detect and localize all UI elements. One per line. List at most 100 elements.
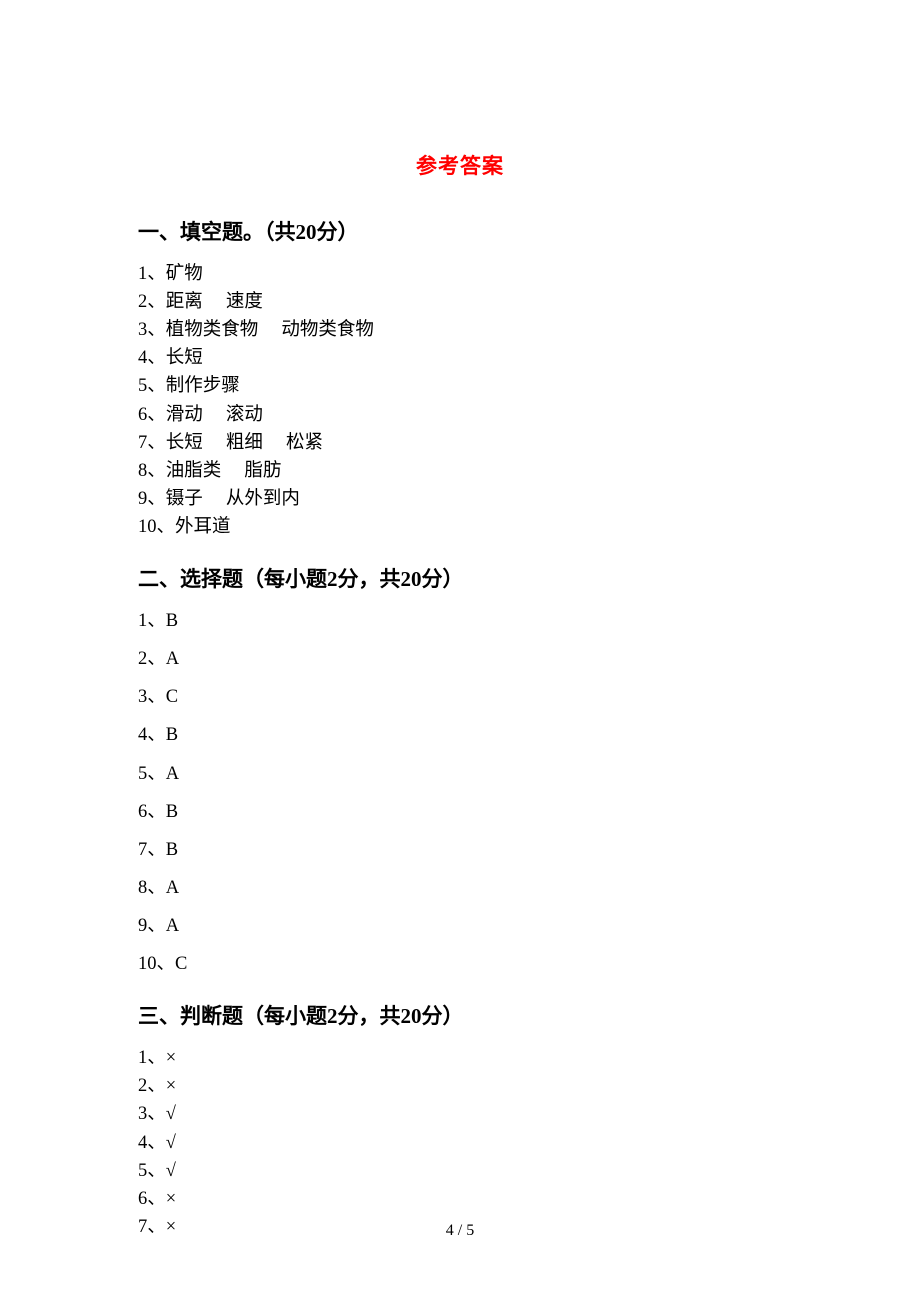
answer-separator: 、 bbox=[147, 1161, 166, 1181]
answer-line: 1、矿物 bbox=[138, 260, 782, 288]
answer-gap bbox=[203, 405, 226, 425]
answer-number: 5 bbox=[138, 764, 147, 784]
answer-parts: A bbox=[166, 878, 179, 898]
answer-number: 3 bbox=[138, 687, 147, 707]
answer-number: 9 bbox=[138, 489, 147, 509]
answer-line: 2、× bbox=[138, 1072, 782, 1100]
answer-part: 制作步骤 bbox=[166, 376, 240, 396]
answer-number: 9 bbox=[138, 916, 147, 936]
answer-number: 1 bbox=[138, 1048, 147, 1068]
answer-separator: 、 bbox=[147, 1133, 166, 1153]
answer-line: 10、C bbox=[138, 950, 782, 978]
answer-separator: 、 bbox=[157, 517, 176, 537]
answer-separator: 、 bbox=[147, 264, 166, 284]
answer-parts: A bbox=[166, 649, 179, 669]
answer-line: 2、A bbox=[138, 645, 782, 673]
answer-parts: 长短 bbox=[166, 348, 203, 368]
answer-part: A bbox=[166, 878, 179, 898]
answer-part: √ bbox=[166, 1104, 176, 1124]
answer-separator: 、 bbox=[147, 405, 166, 425]
answer-part: A bbox=[166, 649, 179, 669]
section-header: 三、判断题（每小题2分，共20分） bbox=[138, 1000, 782, 1030]
answer-parts: B bbox=[166, 611, 178, 631]
answer-separator: 、 bbox=[147, 1048, 166, 1068]
answer-part: A bbox=[166, 916, 179, 936]
answer-line: 3、植物类食物 动物类食物 bbox=[138, 316, 782, 344]
answer-part: 油脂类 bbox=[166, 461, 222, 481]
answer-gap bbox=[203, 489, 226, 509]
answer-part: B bbox=[166, 802, 178, 822]
answer-parts: A bbox=[166, 764, 179, 784]
answer-number: 1 bbox=[138, 264, 147, 284]
answer-parts: 植物类食物 动物类食物 bbox=[166, 320, 374, 340]
answer-line: 8、A bbox=[138, 874, 782, 902]
answer-separator: 、 bbox=[147, 916, 166, 936]
answer-parts: 距离 速度 bbox=[166, 292, 263, 312]
answer-number: 3 bbox=[138, 1104, 147, 1124]
answer-separator: 、 bbox=[147, 1076, 166, 1096]
answer-part: 植物类食物 bbox=[166, 320, 259, 340]
answer-separator: 、 bbox=[147, 461, 166, 481]
answer-separator: 、 bbox=[147, 433, 166, 453]
answer-number: 5 bbox=[138, 376, 147, 396]
answer-part: × bbox=[166, 1048, 176, 1068]
answer-separator: 、 bbox=[147, 725, 166, 745]
page-title: 参考答案 bbox=[138, 150, 782, 180]
answer-parts: × bbox=[166, 1189, 176, 1209]
answer-part: C bbox=[175, 954, 187, 974]
answer-separator: 、 bbox=[147, 649, 166, 669]
answer-number: 5 bbox=[138, 1161, 147, 1181]
answer-part: 镊子 bbox=[166, 489, 203, 509]
answer-line: 3、√ bbox=[138, 1100, 782, 1128]
answer-number: 10 bbox=[138, 517, 157, 537]
section-header: 二、选择题（每小题2分，共20分） bbox=[138, 563, 782, 593]
answer-separator: 、 bbox=[147, 802, 166, 822]
answer-parts: 镊子 从外到内 bbox=[166, 489, 300, 509]
answer-gap bbox=[263, 433, 286, 453]
answer-part: B bbox=[166, 611, 178, 631]
answer-separator: 、 bbox=[147, 320, 166, 340]
answer-line: 4、B bbox=[138, 721, 782, 749]
answer-part: 距离 bbox=[166, 292, 203, 312]
answer-parts: 长短 粗细 松紧 bbox=[166, 433, 323, 453]
answer-line: 5、制作步骤 bbox=[138, 372, 782, 400]
answer-part: × bbox=[166, 1076, 176, 1096]
answer-part: 速度 bbox=[226, 292, 263, 312]
answer-separator: 、 bbox=[147, 376, 166, 396]
answer-separator: 、 bbox=[147, 840, 166, 860]
answer-number: 2 bbox=[138, 649, 147, 669]
answer-separator: 、 bbox=[147, 764, 166, 784]
answer-number: 3 bbox=[138, 320, 147, 340]
answer-number: 6 bbox=[138, 802, 147, 822]
answer-line: 4、√ bbox=[138, 1129, 782, 1157]
answer-part: B bbox=[166, 840, 178, 860]
answer-parts: × bbox=[166, 1076, 176, 1096]
answer-number: 7 bbox=[138, 433, 147, 453]
document-page: 参考答案 一、填空题。（共20分）1、矿物2、距离 速度3、植物类食物 动物类食… bbox=[0, 0, 920, 1302]
answer-part: 长短 bbox=[166, 348, 203, 368]
answer-parts: √ bbox=[166, 1104, 176, 1124]
answer-line: 6、B bbox=[138, 798, 782, 826]
answer-line: 7、B bbox=[138, 836, 782, 864]
answer-gap bbox=[258, 320, 281, 340]
answer-line: 6、× bbox=[138, 1185, 782, 1213]
answer-part: C bbox=[166, 687, 178, 707]
answer-number: 8 bbox=[138, 878, 147, 898]
sections-container: 一、填空题。（共20分）1、矿物2、距离 速度3、植物类食物 动物类食物4、长短… bbox=[138, 216, 782, 1241]
answer-part: 矿物 bbox=[166, 264, 203, 284]
page-number: 4 / 5 bbox=[0, 1222, 920, 1240]
answer-line: 5、√ bbox=[138, 1157, 782, 1185]
answer-part: A bbox=[166, 764, 179, 784]
answer-parts: B bbox=[166, 725, 178, 745]
answer-part: 动物类食物 bbox=[281, 320, 374, 340]
answer-parts: √ bbox=[166, 1133, 176, 1153]
answer-number: 6 bbox=[138, 1189, 147, 1209]
answer-parts: B bbox=[166, 840, 178, 860]
answer-gap bbox=[203, 292, 226, 312]
answer-line: 9、A bbox=[138, 912, 782, 940]
answer-number: 4 bbox=[138, 725, 147, 745]
answer-number: 1 bbox=[138, 611, 147, 631]
answer-line: 7、长短 粗细 松紧 bbox=[138, 429, 782, 457]
answer-parts: 制作步骤 bbox=[166, 376, 240, 396]
answer-separator: 、 bbox=[147, 489, 166, 509]
